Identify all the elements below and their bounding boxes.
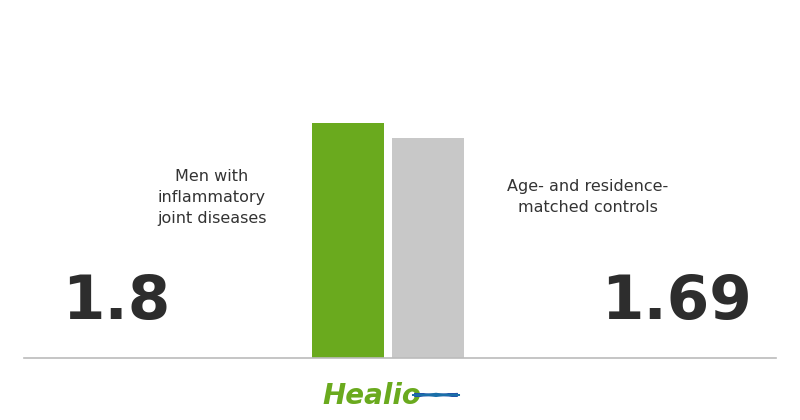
Text: 1.8: 1.8 — [62, 273, 170, 332]
Bar — [392, 137, 464, 357]
Text: Men with
inflammatory
joint diseases: Men with inflammatory joint diseases — [158, 169, 266, 226]
Text: Healio: Healio — [322, 382, 422, 410]
Text: Mean number of children among men with: Mean number of children among men with — [143, 27, 657, 47]
Polygon shape — [414, 394, 458, 396]
Text: 1.69: 1.69 — [601, 273, 751, 332]
Polygon shape — [412, 394, 460, 396]
Text: Age- and residence-
matched controls: Age- and residence- matched controls — [507, 179, 669, 215]
Bar — [312, 123, 384, 357]
Text: inflammatory joint diseases vs. controls:: inflammatory joint diseases vs. controls… — [153, 67, 647, 87]
